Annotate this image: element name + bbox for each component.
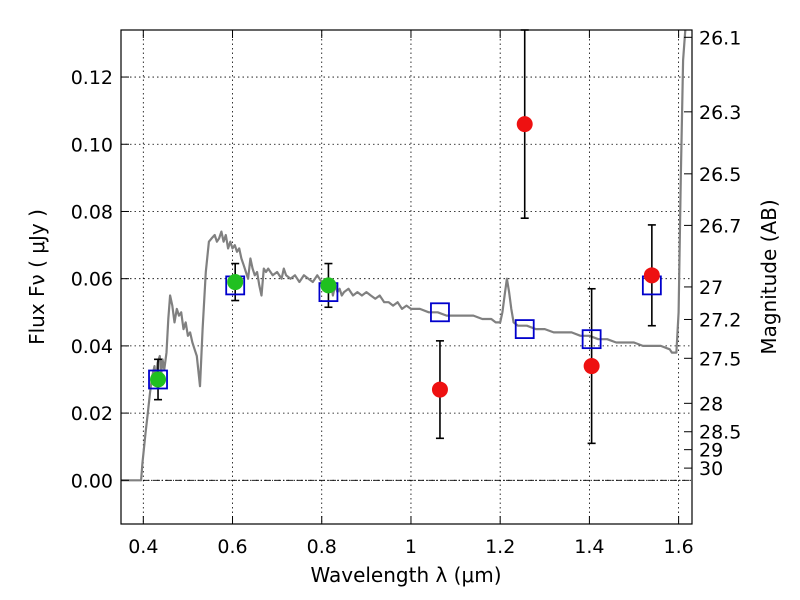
green-point <box>150 371 167 388</box>
model-square <box>581 329 602 350</box>
red-point <box>583 358 600 375</box>
x-tick-label: 0.6 <box>217 536 247 558</box>
y-tick-label: 0.10 <box>71 134 113 156</box>
y-axis-label: Flux Fν ( μJy ) <box>25 209 49 345</box>
y-tick-labels: 0.00 0.02 0.04 0.06 0.08 0.10 0.12 <box>71 67 113 492</box>
x-tick-label: 1.6 <box>664 536 694 558</box>
y-tick-label: 0.12 <box>71 67 113 89</box>
model-square <box>430 302 450 323</box>
right-tick-label: 26.7 <box>699 215 741 237</box>
right-tick-label: 28 <box>699 393 723 415</box>
spectrum-line <box>121 29 687 482</box>
model-spectrum <box>121 29 687 482</box>
y-tick-label: 0.04 <box>71 336 113 358</box>
right-tick-label: 27.5 <box>699 348 741 370</box>
axis-ticks <box>121 30 692 524</box>
y-tick-label: 0.02 <box>71 403 113 425</box>
x-tick-label: 0.4 <box>128 536 158 558</box>
red-point <box>431 381 448 398</box>
x-tick-label: 0.8 <box>307 536 337 558</box>
model-square <box>514 319 535 339</box>
model-photometry-squares <box>148 275 662 390</box>
y-tick-label: 0.06 <box>71 269 113 291</box>
y-tick-label: 0.00 <box>71 470 113 492</box>
right-tick-label: 27 <box>699 277 723 299</box>
x-tick-label: 1.2 <box>485 536 515 558</box>
green-point <box>227 274 244 291</box>
right-tick-label: 27.2 <box>699 309 741 331</box>
right-tick-label: 30 <box>699 458 723 480</box>
y-tick-label: 0.08 <box>71 201 113 223</box>
right-tick-label: 28.5 <box>699 422 741 444</box>
red-point <box>516 116 533 133</box>
observed-points <box>150 116 660 398</box>
right-tick-label: 26.1 <box>699 27 741 49</box>
plot-frame <box>120 29 693 525</box>
right-tick-label: 26.3 <box>699 102 741 124</box>
right-axis-label: Magnitude (AB) <box>757 199 781 354</box>
red-point <box>643 267 660 284</box>
right-tick-label: 26.5 <box>699 164 741 186</box>
model-square <box>148 369 168 390</box>
error-bars <box>154 29 656 445</box>
green-point <box>320 277 337 294</box>
x-tick-label: 1 <box>405 536 417 558</box>
x-axis-label: Wavelength λ (μm) <box>310 563 501 587</box>
grid-lines <box>121 30 692 524</box>
x-tick-label: 1.4 <box>574 536 604 558</box>
right-tick-label: 29 <box>699 440 723 462</box>
x-tick-labels: 0.4 0.6 0.8 1 1.2 1.4 1.6 <box>128 536 694 558</box>
